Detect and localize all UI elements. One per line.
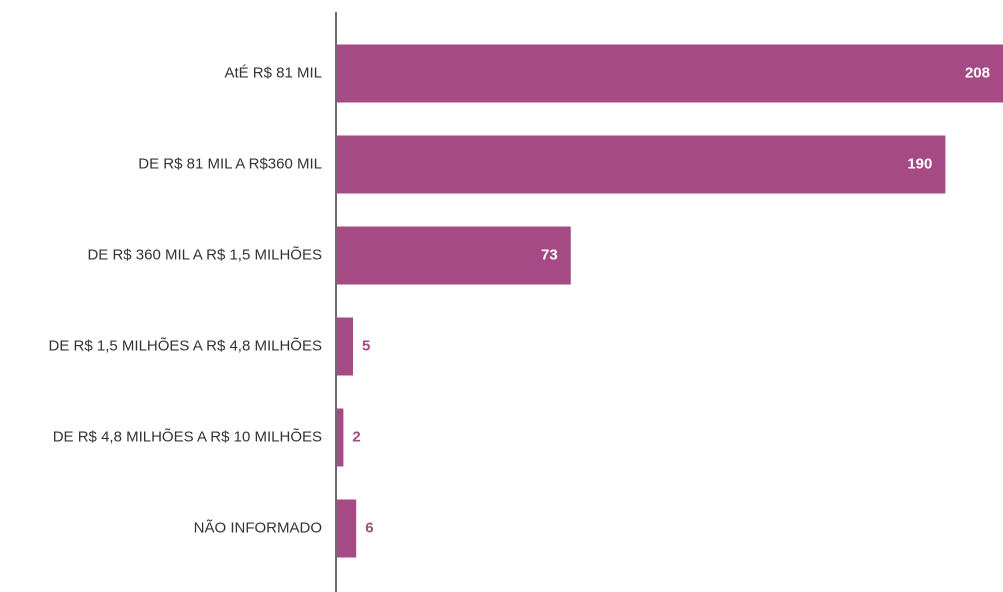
value-label-2: 190 — [907, 155, 932, 172]
value-label-1: 208 — [965, 64, 990, 81]
category-label-5: DE R$ 4,8 MILHÕES A R$ 10 MILHÕES — [53, 428, 322, 445]
category-label-1: AtÉ R$ 81 MIL — [224, 64, 322, 81]
bar-3 — [337, 227, 571, 285]
value-label-6: 6 — [365, 519, 373, 536]
category-label-6: NÃO INFORMADO — [194, 519, 322, 536]
value-label-3: 73 — [541, 246, 558, 263]
value-label-4: 5 — [362, 337, 370, 354]
value-labels: 208 190 73 5 2 6 — [352, 64, 990, 536]
bar-1 — [337, 45, 1003, 103]
value-label-5: 2 — [352, 428, 360, 445]
bar-2 — [337, 136, 945, 194]
bar-6 — [337, 500, 356, 558]
category-label-4: DE R$ 1,5 MILHÕES A R$ 4,8 MILHÕES — [49, 337, 322, 354]
bar-5 — [337, 409, 343, 467]
bars-group — [337, 45, 1003, 558]
bar-4 — [337, 318, 353, 376]
category-label-3: DE R$ 360 MIL A R$ 1,5 MILHÕES — [87, 246, 322, 263]
category-labels: AtÉ R$ 81 MIL DE R$ 81 MIL A R$360 MIL DE … — [49, 64, 322, 536]
category-label-2: DE R$ 81 MIL A R$360 MIL — [138, 155, 322, 172]
